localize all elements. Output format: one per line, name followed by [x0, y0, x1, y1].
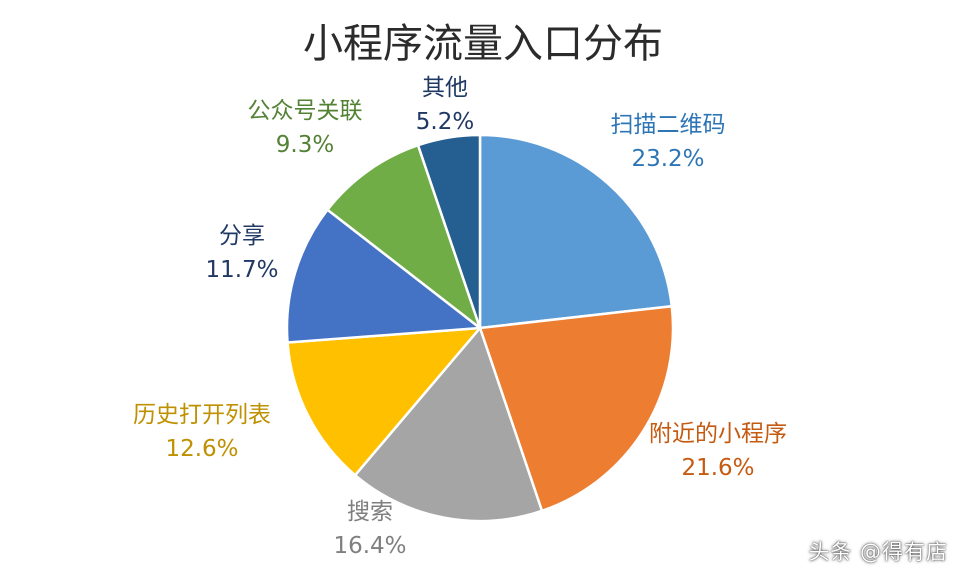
pie-slice-6	[326, 143, 482, 330]
slice-value-7: 5.2%	[416, 109, 474, 135]
slice-label-4: 历史打开列表	[133, 402, 271, 428]
pie-slice-3	[353, 326, 544, 523]
pie-slice-4	[286, 326, 482, 477]
slice-value-5: 11.7%	[205, 257, 278, 283]
pie-slice-1	[478, 133, 674, 330]
watermark-text: 头条 @得有店	[808, 540, 948, 564]
pie-slice-2	[478, 304, 675, 513]
chart-title: 小程序流量入口分布	[303, 21, 663, 67]
slice-label-7: 其他	[422, 75, 468, 101]
slice-label-2: 附近的小程序	[649, 421, 787, 447]
slice-value-1: 23.2%	[631, 146, 704, 172]
slice-labels: 扫描二维码 23.2% 附近的小程序 21.6% 搜索 16.4% 历史打开列表 12.6% 分…	[133, 75, 787, 559]
slice-label-1: 扫描二维码	[611, 112, 726, 138]
pie-slice-5	[285, 208, 482, 344]
pie-slices	[285, 133, 675, 523]
slice-value-4: 12.6%	[165, 436, 238, 462]
slice-label-6: 公众号关联	[248, 98, 363, 124]
slice-value-6: 9.3%	[276, 132, 334, 158]
slice-label-3: 搜索	[347, 499, 393, 525]
slice-value-2: 21.6%	[681, 455, 754, 481]
pie-slice-7	[416, 133, 482, 330]
slice-value-3: 16.4%	[333, 533, 406, 559]
slice-label-5: 分享	[219, 223, 265, 249]
